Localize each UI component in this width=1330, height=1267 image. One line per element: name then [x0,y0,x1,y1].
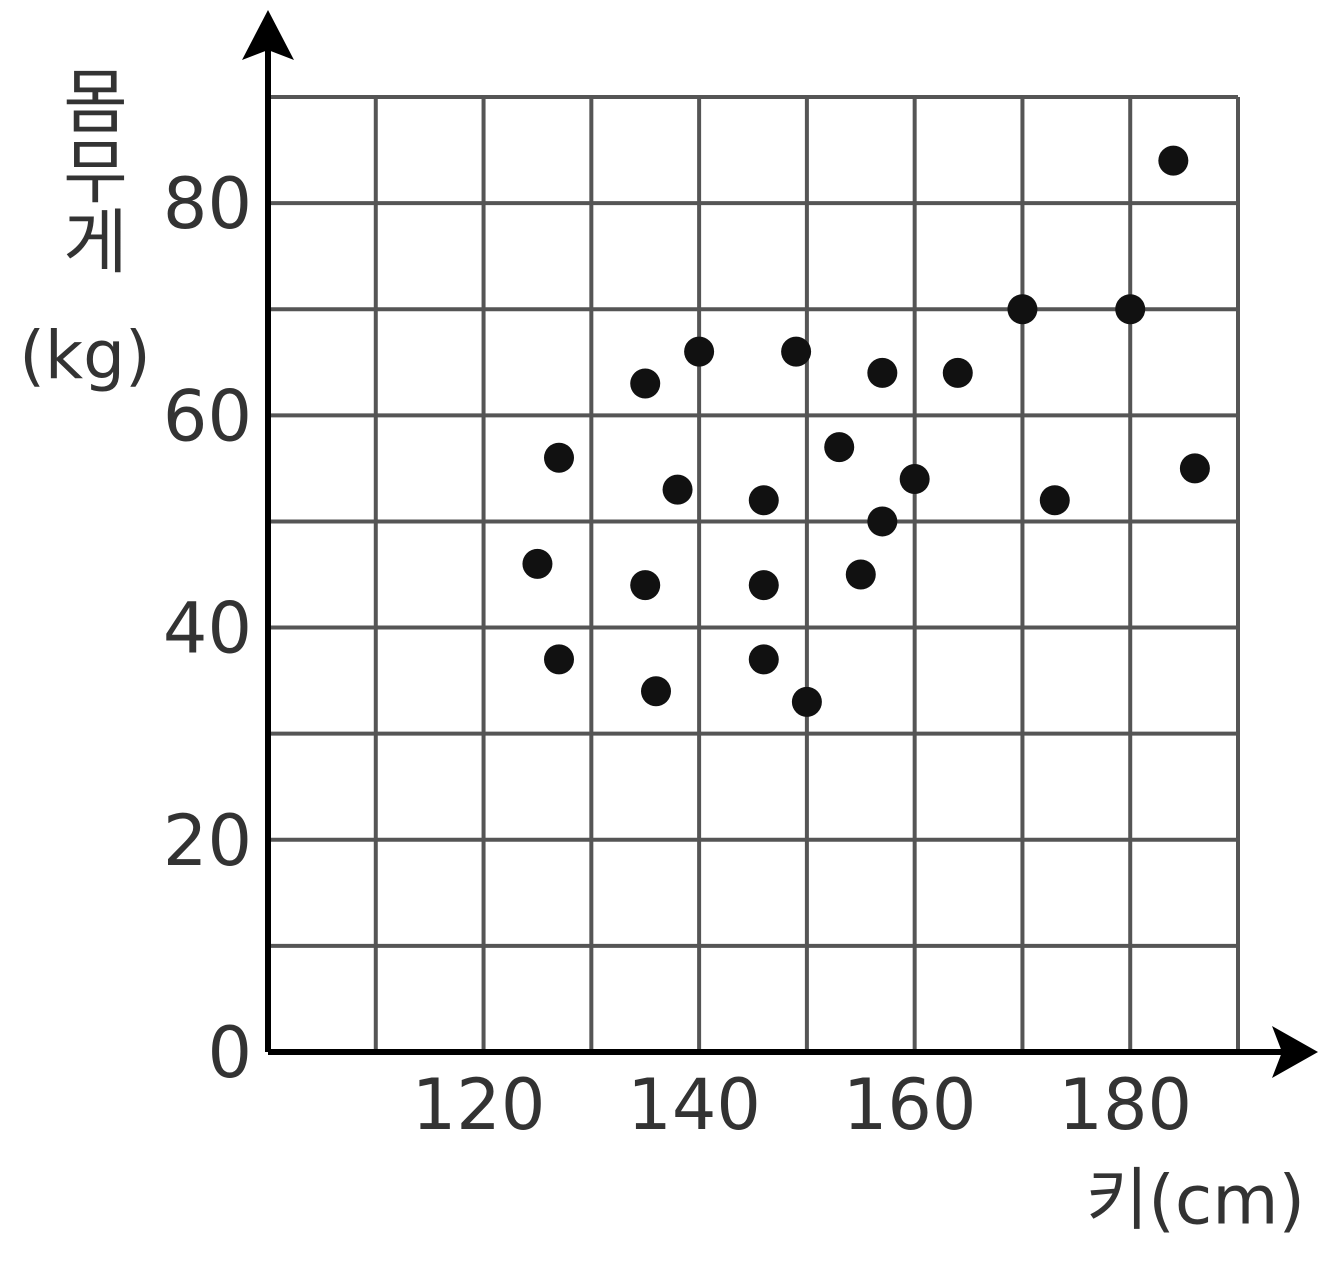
x-tick-label: 160 [843,1064,977,1146]
point [824,432,855,463]
point [662,474,693,505]
point [748,644,779,675]
point [867,506,898,537]
point [630,570,661,601]
point [748,570,779,601]
y-tick-label: 60 [163,375,252,457]
point [791,686,822,717]
y-tick-label: 80 [163,163,252,245]
point [942,357,973,388]
x-tick-label: 140 [627,1064,761,1146]
y-tick-label: 0 [207,1012,252,1094]
y-axis-arrow [242,10,294,60]
y-tick-label: 40 [163,588,252,670]
x-tick-label: 180 [1058,1064,1192,1146]
y-axis-title: 몸무게 [49,65,131,275]
point [1158,145,1189,176]
point [630,368,661,399]
point [899,464,930,494]
point [845,559,876,590]
point [641,676,671,707]
point [1179,453,1210,484]
point [544,644,574,675]
point [544,442,574,473]
point [1039,485,1070,516]
point [522,548,553,579]
point [684,336,715,367]
x-axis-arrow [1272,1026,1318,1078]
x-tick-label: 120 [412,1064,546,1146]
point [867,357,898,388]
point [748,485,779,516]
y-axis-unit: (kg) [19,317,151,394]
x-axis-title: 키(cm) [1086,1162,1305,1241]
point [1115,294,1146,325]
point [781,336,812,367]
y-tick-label: 20 [163,800,252,882]
point [1007,294,1038,325]
